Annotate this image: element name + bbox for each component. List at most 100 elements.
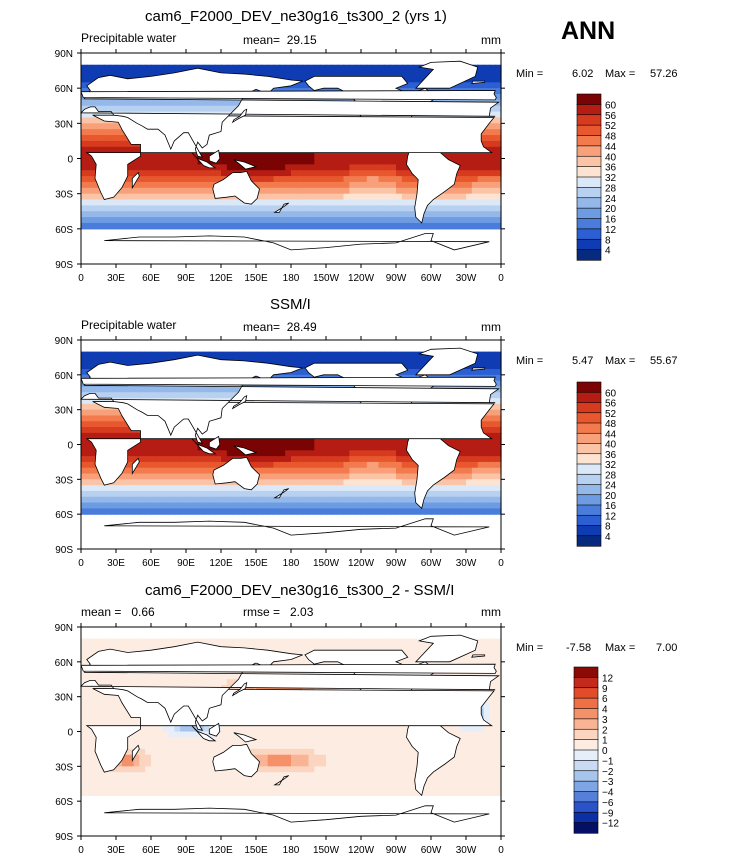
- map-cell: [203, 485, 210, 492]
- map-cell: [489, 357, 496, 364]
- map-cell: [110, 140, 117, 148]
- map-cell: [92, 673, 100, 680]
- map-cell: [145, 743, 152, 750]
- map-cell: [250, 444, 257, 451]
- map-cell: [396, 158, 403, 165]
- map-cell: [256, 152, 263, 160]
- map-cell: [86, 415, 94, 422]
- map-cell: [215, 456, 222, 463]
- map-cell: [151, 754, 158, 762]
- map-cell: [244, 152, 251, 160]
- map-cell: [81, 685, 88, 692]
- map-cell: [139, 222, 146, 230]
- map-cell: [110, 427, 117, 434]
- map-cell: [203, 99, 210, 107]
- map-cell: [215, 508, 222, 515]
- map-cell: [244, 111, 251, 119]
- map-cell: [151, 217, 158, 224]
- map-cell: [133, 170, 140, 177]
- map-cell: [203, 64, 210, 72]
- map-cell: [121, 638, 129, 646]
- map-cell: [151, 176, 158, 183]
- map-cell: [384, 222, 391, 230]
- map-cell: [81, 140, 88, 148]
- map-cell: [168, 461, 175, 469]
- map-cell: [127, 105, 135, 113]
- map-cell: [366, 450, 374, 457]
- map-cell: [372, 496, 380, 504]
- map-cell: [139, 766, 146, 773]
- map-cell: [151, 461, 158, 469]
- map-cell: [407, 170, 415, 177]
- map-cell: [471, 199, 479, 206]
- map-cell: [343, 438, 350, 446]
- map-cell: [361, 205, 368, 212]
- map-cell: [407, 211, 415, 218]
- map-cell: [279, 508, 286, 515]
- map-cell: [477, 490, 485, 498]
- map-cell: [151, 772, 158, 779]
- map-cell: [92, 205, 100, 212]
- map-cell: [186, 222, 193, 230]
- map-cell: [209, 777, 216, 785]
- map-cell: [343, 193, 350, 201]
- map-cell: [366, 193, 374, 201]
- map-cell: [133, 392, 140, 399]
- map-cell: [302, 456, 310, 463]
- map-cell: [127, 502, 135, 509]
- map-cell: [431, 217, 438, 224]
- map-cell: [162, 783, 170, 791]
- map-cell: [355, 508, 362, 515]
- map-cell: [151, 485, 158, 492]
- map-cell: [168, 392, 175, 399]
- map-cell: [121, 199, 129, 206]
- map-cell: [151, 64, 158, 72]
- map-cell: [186, 743, 193, 750]
- map-cell: [495, 135, 502, 142]
- coastline: [471, 367, 486, 371]
- map-cell: [162, 485, 170, 492]
- map-cell: [92, 129, 100, 136]
- map-cell: [238, 485, 245, 492]
- map-cell: [162, 351, 170, 359]
- map-cell: [349, 70, 356, 78]
- map-cell: [86, 176, 94, 183]
- map-cell: [320, 502, 327, 509]
- map-cell: [407, 222, 415, 230]
- map-cell: [442, 490, 450, 498]
- map-cell: [372, 222, 380, 230]
- map-cell: [296, 199, 304, 206]
- map-cell: [302, 357, 310, 364]
- map-cell: [92, 421, 100, 428]
- map-cell: [291, 438, 298, 446]
- map-cell: [81, 777, 88, 785]
- map-cell: [215, 205, 222, 212]
- map-cell: [86, 129, 94, 136]
- map-cell: [92, 217, 100, 224]
- map-cell: [431, 502, 438, 509]
- map-cell: [203, 766, 210, 773]
- map-cell: [156, 743, 164, 750]
- map-cell: [256, 70, 263, 78]
- map-cell: [104, 772, 111, 779]
- map-cell: [285, 444, 292, 451]
- map-cell: [390, 199, 397, 206]
- map-cell: [81, 737, 88, 744]
- map-cell: [489, 363, 496, 370]
- map-cell: [343, 502, 350, 509]
- map-cell: [460, 176, 467, 183]
- map-cell: [110, 222, 117, 230]
- map-cell: [215, 170, 222, 177]
- map-cell: [168, 743, 175, 750]
- y-tick-label: 90N: [55, 336, 73, 347]
- map-cell: [349, 496, 356, 504]
- map-cell: [197, 473, 205, 480]
- map-cell: [419, 363, 426, 370]
- map-cell: [401, 193, 409, 201]
- map-cell: [191, 473, 199, 480]
- map-cell: [489, 502, 496, 509]
- colorbar-box: [576, 525, 602, 537]
- map-cell: [261, 473, 269, 480]
- map-cell: [121, 217, 129, 224]
- colorbar-box: [576, 197, 602, 209]
